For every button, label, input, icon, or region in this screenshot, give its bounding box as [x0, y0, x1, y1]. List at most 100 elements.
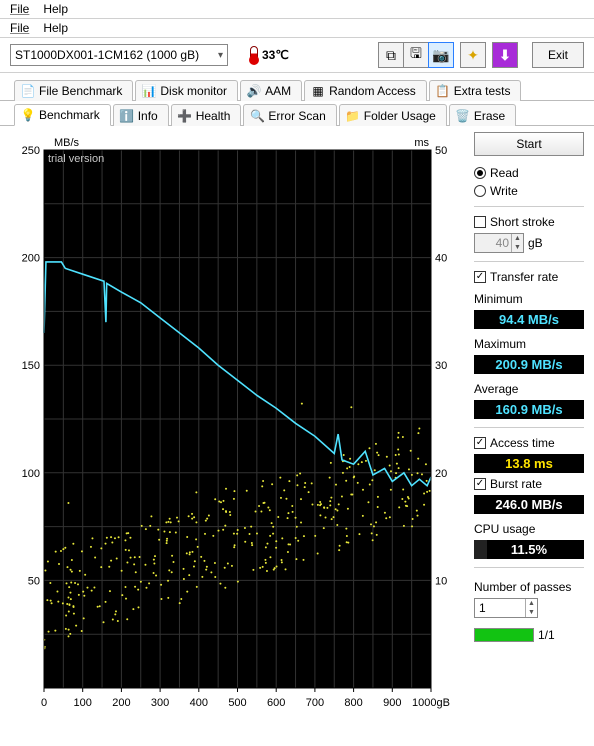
exit-label: Exit [548, 48, 568, 62]
tab-erase[interactable]: 🗑️Erase [449, 104, 516, 126]
erase-icon: 🗑️ [456, 109, 470, 123]
spinner-icon[interactable]: ▲▼ [525, 599, 537, 617]
health-icon: ➕ [178, 109, 192, 123]
transfer-rate-label: Transfer rate [490, 270, 558, 284]
svg-text:200: 200 [22, 253, 40, 265]
screenshot-icon[interactable]: 📷 [428, 42, 454, 68]
svg-text:MB/s: MB/s [54, 137, 80, 149]
tab-disk-monitor[interactable]: 📊 Disk monitor [135, 80, 238, 101]
chevron-down-icon: ▾ [218, 50, 223, 61]
menu-help[interactable]: Help [43, 2, 68, 16]
radio-icon [474, 167, 486, 179]
temperature-value: 33℃ [262, 48, 289, 62]
start-button[interactable]: Start [474, 132, 584, 156]
minimum-value: 94.4 MB/s [474, 310, 584, 329]
drive-select[interactable]: ST1000DX001-1CM162 (1000 gB) ▾ [10, 44, 228, 66]
svg-text:0: 0 [41, 697, 47, 709]
tab-label: Random Access [329, 84, 416, 98]
write-radio[interactable]: Write [474, 184, 584, 198]
svg-text:500: 500 [228, 697, 246, 709]
svg-text:40: 40 [435, 253, 447, 265]
access-time-label: Access time [490, 436, 555, 450]
menu-file[interactable]: File [10, 21, 29, 35]
svg-text:100: 100 [22, 468, 40, 480]
svg-text:50: 50 [28, 575, 40, 587]
tab-file-benchmark[interactable]: 📄File Benchmark [14, 80, 133, 101]
access-time-value: 13.8 ms [474, 454, 584, 473]
svg-text:100: 100 [74, 697, 92, 709]
svg-text:10: 10 [435, 575, 447, 587]
extra-tests-icon: 📋 [436, 84, 450, 98]
tabstrip-categories: 📄File Benchmark 📊 Disk monitor 🔊AAM▦Random … [0, 73, 594, 101]
tab-label: Folder Usage [364, 109, 436, 123]
burst-rate-label: Burst rate [490, 477, 542, 491]
menu-file[interactable]: File [10, 2, 29, 16]
main-panel: trial versionMB/sms501001502002501020304… [0, 126, 594, 746]
access-time-check[interactable]: Access time [474, 436, 584, 450]
svg-text:400: 400 [190, 697, 208, 709]
short-stroke-input[interactable]: 40 ▲▼ gB [474, 233, 584, 253]
options-icon[interactable]: ✦ [460, 42, 486, 68]
tab-benchmark[interactable]: 💡 Benchmark [14, 104, 111, 126]
file-benchmark-icon: 📄 [21, 84, 35, 98]
cpu-bar [474, 540, 487, 559]
cpu-value: 11.5% [474, 540, 584, 559]
benchmark-icon: 💡 [21, 108, 35, 122]
progress-bar [474, 628, 534, 642]
minimum-label: Minimum [474, 292, 584, 306]
tab-extra-tests[interactable]: 📋Extra tests [429, 80, 522, 101]
tab-folder-usage[interactable]: 📁 Folder Usage [339, 104, 447, 126]
exit-button[interactable]: Exit [532, 42, 584, 68]
checkbox-icon [474, 478, 486, 490]
svg-text:20: 20 [435, 468, 447, 480]
thermometer-icon [250, 46, 258, 64]
folder-usage-icon: 📁 [346, 109, 360, 123]
write-label: Write [490, 184, 518, 198]
tab-info[interactable]: ℹ️Info [113, 104, 169, 126]
spinner-icon[interactable]: ▲▼ [511, 234, 523, 252]
svg-text:700: 700 [306, 697, 324, 709]
passes-value[interactable]: 1 ▲▼ [474, 598, 538, 618]
maximum-label: Maximum [474, 337, 584, 351]
copy-icon[interactable]: ⧉ [378, 42, 404, 68]
svg-text:30: 30 [435, 360, 447, 372]
svg-text:trial version: trial version [48, 153, 104, 165]
read-radio[interactable]: Read [474, 166, 584, 180]
drive-name: ST1000DX001-1CM162 (1000 gB) [15, 48, 199, 62]
save-icon[interactable]: 🖫 [403, 42, 429, 68]
menu-help[interactable]: Help [43, 21, 68, 35]
value: 1 [479, 601, 486, 615]
cpu-label: CPU usage [474, 522, 584, 536]
tab-label: Error Scan [268, 109, 325, 123]
svg-text:900: 900 [383, 697, 401, 709]
burst-rate-check[interactable]: Burst rate [474, 477, 584, 491]
value: 40 [496, 236, 509, 250]
tab-error-scan[interactable]: 🔍Error Scan [243, 104, 336, 126]
info-icon: ℹ️ [120, 109, 134, 123]
checkbox-icon [474, 216, 486, 228]
menu-bar-shadow: File Help [0, 0, 594, 19]
menu-bar: File Help [0, 19, 594, 38]
svg-text:150: 150 [22, 360, 40, 372]
tab-random-access[interactable]: ▦Random Access [304, 80, 427, 101]
tab-label: Benchmark [39, 108, 100, 122]
tab-aam[interactable]: 🔊AAM [240, 80, 302, 101]
value: 246.0 MB/s [495, 497, 562, 512]
svg-text:ms: ms [414, 137, 429, 149]
aam-icon: 🔊 [247, 84, 261, 98]
short-stroke-check[interactable]: Short stroke [474, 215, 584, 229]
transfer-rate-check[interactable]: Transfer rate [474, 270, 584, 284]
passes-input[interactable]: 1 ▲▼ [474, 598, 584, 618]
tabstrip-pages: 💡 Benchmark ℹ️Info➕Health🔍Error Scan 📁 Folde… [0, 101, 594, 126]
disk-monitor-icon: 📊 [142, 84, 156, 98]
short-stroke-label: Short stroke [490, 215, 555, 229]
short-stroke-value[interactable]: 40 ▲▼ [474, 233, 524, 253]
download-icon[interactable]: ⬇ [492, 42, 518, 68]
value: 11.5% [511, 542, 547, 557]
tab-health[interactable]: ➕Health [171, 104, 242, 126]
svg-text:50: 50 [435, 145, 447, 157]
burst-rate-value: 246.0 MB/s [474, 495, 584, 514]
svg-text:300: 300 [151, 697, 169, 709]
temperature: 33℃ [250, 46, 289, 64]
tab-label: Disk monitor [160, 84, 227, 98]
